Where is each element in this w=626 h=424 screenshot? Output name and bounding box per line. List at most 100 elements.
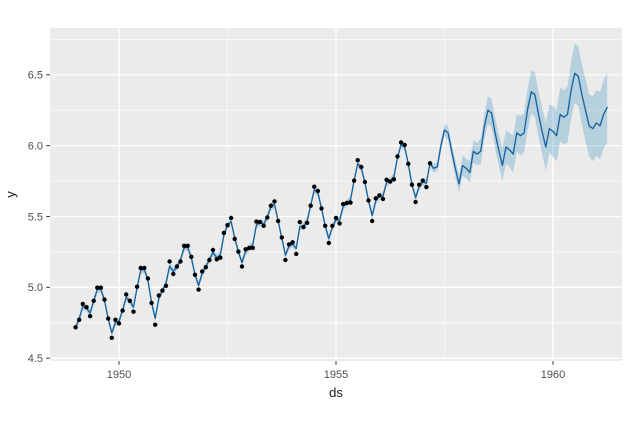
observed-point — [145, 276, 151, 281]
observed-point — [102, 297, 107, 302]
observed-point — [218, 255, 223, 260]
observed-point — [91, 298, 96, 303]
observed-point — [370, 218, 375, 224]
observed-point — [286, 242, 292, 247]
observed-point — [409, 182, 415, 187]
observed-point — [315, 188, 321, 194]
observed-point — [247, 245, 252, 251]
observed-point — [214, 257, 219, 262]
observed-point — [319, 206, 324, 211]
observed-point — [380, 196, 386, 202]
observed-point — [185, 243, 190, 248]
observed-point — [351, 178, 357, 183]
observed-point — [297, 219, 302, 225]
x-tick-label: 1950 — [107, 369, 131, 381]
observed-point — [221, 230, 227, 236]
observed-point — [116, 321, 122, 326]
observed-point — [330, 223, 335, 228]
observed-point — [167, 259, 172, 264]
observed-point — [398, 140, 404, 145]
y-tick-label: 5.0 — [28, 282, 43, 294]
observed-point — [323, 223, 328, 228]
observed-point — [138, 265, 143, 271]
observed-point — [362, 179, 368, 185]
x-axis-title: ds — [329, 385, 343, 400]
observed-point — [257, 219, 263, 225]
observed-point — [181, 243, 187, 248]
observed-point — [424, 184, 429, 190]
y-tick-label: 6.5 — [28, 70, 43, 82]
observed-point — [228, 215, 234, 221]
observed-point — [178, 259, 183, 264]
observed-point — [236, 249, 241, 254]
observed-point — [196, 287, 201, 292]
observed-point — [355, 158, 360, 163]
observed-point — [279, 235, 284, 240]
observed-point — [341, 201, 346, 207]
observed-point — [131, 309, 136, 314]
observed-point — [265, 215, 270, 220]
observed-point — [95, 285, 100, 290]
observed-point — [98, 285, 104, 290]
observed-point — [326, 240, 331, 246]
observed-point — [106, 316, 111, 321]
observed-point — [210, 247, 216, 253]
observed-point — [109, 335, 115, 340]
observed-point — [243, 247, 248, 252]
observed-point — [388, 179, 393, 184]
observed-point — [402, 142, 407, 148]
x-tick-label: 1960 — [541, 369, 565, 381]
observed-point — [420, 178, 425, 183]
observed-point — [304, 220, 310, 225]
observed-point — [377, 193, 382, 198]
observed-point — [254, 219, 259, 224]
observed-point — [113, 317, 118, 322]
observed-point — [124, 292, 129, 297]
observed-point — [344, 200, 349, 206]
observed-point — [80, 301, 86, 307]
observed-point — [272, 199, 277, 204]
observed-point — [384, 177, 389, 182]
observed-point — [203, 265, 208, 270]
observed-point — [261, 223, 266, 228]
observed-point — [189, 254, 194, 259]
observed-point — [174, 264, 180, 269]
observed-point — [348, 200, 353, 205]
observed-point — [366, 198, 371, 203]
observed-point — [283, 257, 288, 263]
observed-point — [301, 224, 306, 230]
observed-point — [417, 182, 422, 187]
observed-point — [156, 293, 161, 298]
observed-point — [308, 203, 313, 208]
observed-point — [395, 154, 400, 159]
observed-point — [160, 288, 165, 293]
observed-point — [359, 164, 364, 170]
observed-point — [275, 218, 281, 224]
y-tick-label: 4.5 — [28, 353, 43, 365]
observed-point — [87, 314, 93, 319]
observed-point — [290, 240, 295, 245]
observed-point — [232, 236, 237, 242]
y-tick-label: 5.5 — [28, 211, 43, 223]
observed-point — [427, 161, 433, 166]
uncertainty-ribbon — [75, 43, 608, 337]
observed-point — [391, 177, 397, 182]
observed-point — [120, 308, 125, 313]
observed-point — [268, 203, 274, 208]
observed-point — [225, 223, 230, 228]
observed-point — [337, 221, 342, 226]
observed-point — [406, 161, 411, 166]
x-tick-label: 1955 — [324, 369, 348, 381]
observed-point — [134, 284, 140, 289]
observed-point — [171, 271, 176, 277]
observed-point — [294, 251, 299, 257]
observed-point — [333, 215, 339, 221]
observed-point — [207, 257, 212, 263]
observed-point — [239, 264, 245, 269]
observed-point — [192, 272, 198, 277]
observed-point — [413, 199, 418, 205]
observed-point — [153, 322, 158, 327]
observed-point — [127, 298, 133, 303]
